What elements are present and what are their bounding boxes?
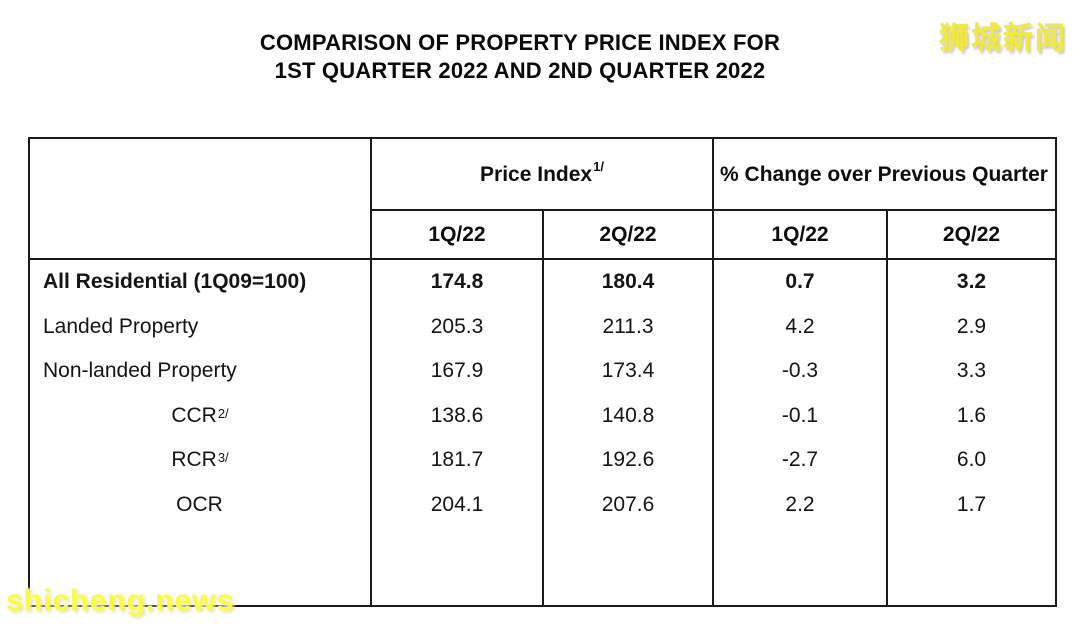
column-pct-change-2q22: 3.2 2.9 3.3 1.6 6.0 1.7 [885, 258, 1058, 607]
cell-value: 207.6 [601, 492, 655, 516]
cell-value: 211.3 [602, 314, 654, 338]
row-label-ccr: CCR 2/ [171, 403, 229, 427]
row-label-text: Landed Property [43, 314, 199, 338]
subheader-price-1q22: 1Q/22 [370, 209, 544, 260]
page-title-line1: COMPARISON OF PROPERTY PRICE INDEX FOR [259, 30, 781, 55]
row-label-text: OCR [176, 492, 223, 516]
row-label-rcr: RCR 3/ [171, 448, 229, 472]
cell-value: 173.4 [601, 359, 655, 383]
price-index-table: Price Index1/ % Change over Previous Qua… [28, 137, 1058, 607]
cell-value: 205.3 [430, 314, 484, 338]
cell-value: 138.6 [430, 403, 484, 427]
row-label-text: Non-landed Property [43, 359, 237, 383]
header-sub-row: 1Q/22 2Q/22 1Q/22 2Q/22 [29, 209, 1058, 260]
row-label-ocr: OCR [30, 483, 370, 528]
site-url-watermark: shicheng.news [6, 584, 235, 617]
table-body-row: All Residential (1Q09=100) Landed Proper… [28, 258, 1058, 607]
cell-value: 2.2 [785, 492, 815, 516]
subheader-chg-1q22: 1Q/22 [712, 209, 888, 260]
page-title-line2: 1ST QUARTER 2022 AND 2ND QUARTER 2022 [274, 58, 766, 83]
cell-value: 2.9 [956, 314, 987, 338]
page-title: COMPARISON OF PROPERTY PRICE INDEX FOR 1… [20, 29, 1020, 85]
cell-value: 181.7 [430, 448, 484, 472]
price-index-table-wrapper: Price Index1/ % Change over Previous Qua… [28, 137, 1058, 607]
cell-value: 3.3 [956, 359, 987, 383]
cell-value: -0.1 [781, 403, 819, 427]
row-label-non-landed: Non-landed Property [30, 349, 370, 394]
row-label-landed: Landed Property [30, 305, 370, 350]
cell-value: 3.2 [956, 270, 987, 294]
header-pct-change-label: % Change over Previous Quarter [720, 162, 1048, 186]
cell-value: 167.9 [430, 359, 484, 383]
column-price-index-1q22: 174.8 205.3 167.9 138.6 181.7 204.1 [370, 258, 544, 607]
column-labels: All Residential (1Q09=100) Landed Proper… [28, 258, 372, 607]
cell-value: 180.4 [601, 270, 655, 294]
header-group-row: Price Index1/ % Change over Previous Qua… [28, 137, 1058, 260]
corner-empty-cell [28, 137, 372, 260]
row-label-text: RCR [171, 448, 217, 472]
cell-value: 1.7 [956, 492, 987, 516]
header-pct-change: % Change over Previous Quarter [711, 137, 1058, 211]
site-logo-watermark: 狮城新闻 [939, 22, 1067, 55]
cell-value: 174.8 [430, 270, 484, 294]
cell-value: -0.3 [781, 359, 819, 383]
subheader-chg-2q22: 2Q/22 [885, 209, 1058, 260]
cell-value: 1.6 [956, 403, 987, 427]
cell-value: 4.2 [785, 314, 815, 338]
header-price-index: Price Index1/ [370, 137, 714, 211]
cell-value: 0.7 [785, 270, 815, 294]
subheader-price-2q22: 2Q/22 [542, 209, 714, 260]
row-label-text: CCR [171, 403, 217, 427]
cell-value: 140.8 [601, 403, 655, 427]
row-label-text: All Residential (1Q09=100) [43, 270, 307, 294]
cell-value: -2.7 [781, 448, 819, 472]
header-price-index-label: Price Index [480, 162, 593, 186]
cell-value: 6.0 [956, 448, 987, 472]
footnote-marker-1: 1/ [593, 158, 604, 174]
cell-value: 192.6 [601, 448, 655, 472]
column-price-index-2q22: 180.4 211.3 173.4 140.8 192.6 207.6 [542, 258, 714, 607]
row-label-all-residential: All Residential (1Q09=100) [30, 260, 370, 305]
cell-value: 204.1 [430, 492, 484, 516]
column-pct-change-1q22: 0.7 4.2 -0.3 -0.1 -2.7 2.2 [712, 258, 888, 607]
